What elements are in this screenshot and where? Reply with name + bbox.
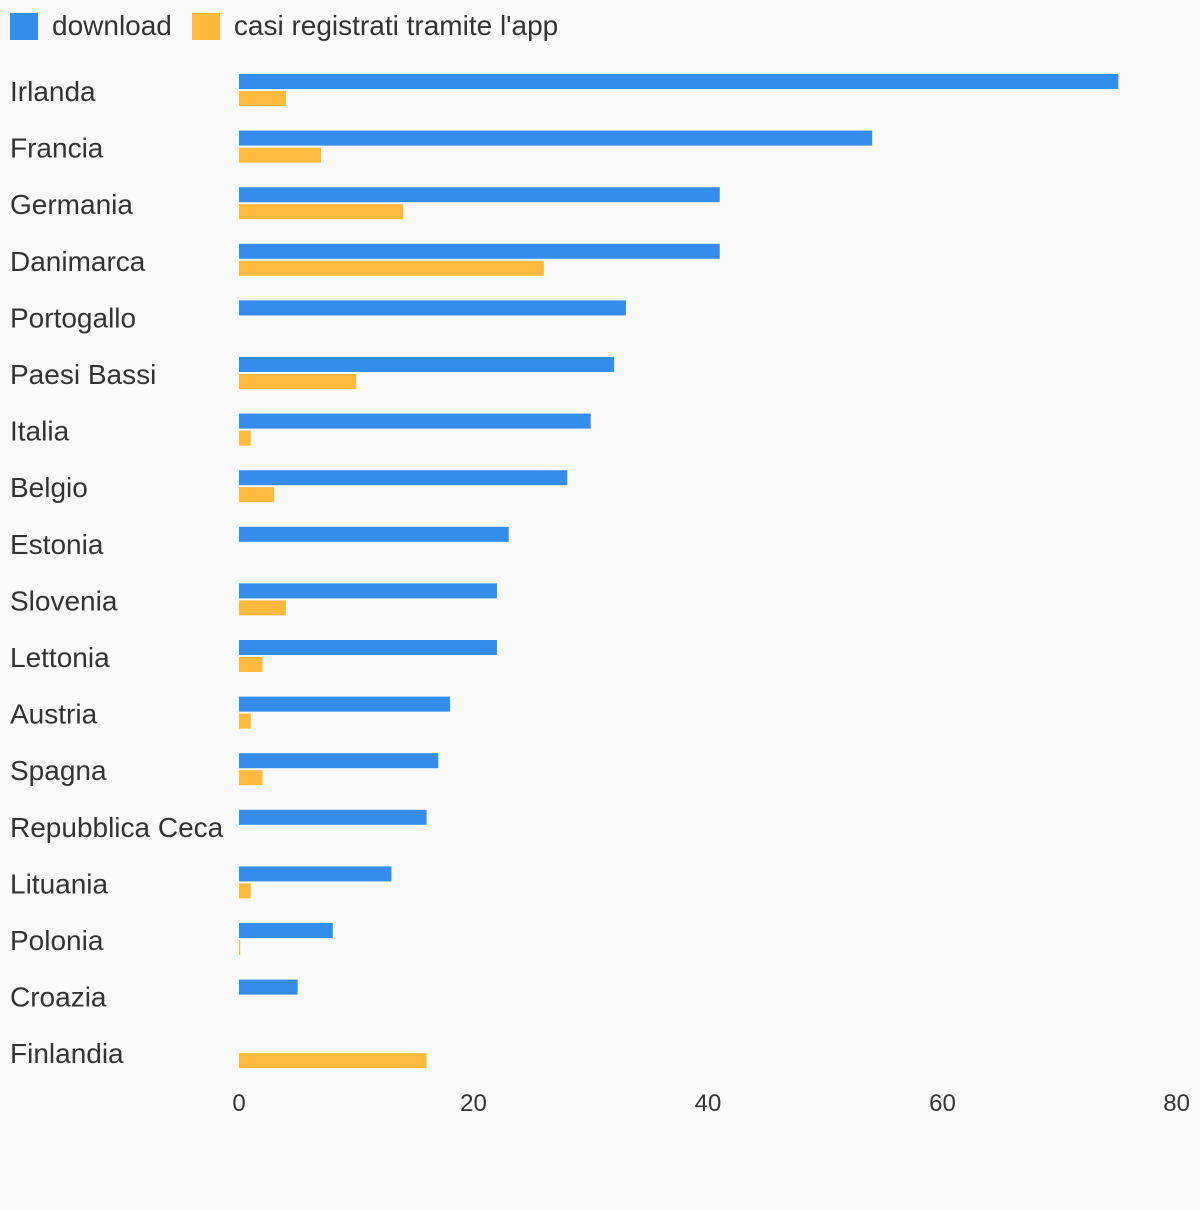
category-label-polonia: Polonia xyxy=(10,925,104,956)
bar-danimarca-casi-registrati[interactable] xyxy=(239,260,544,276)
category-label-italia: Italia xyxy=(10,416,70,447)
bar-lituania-casi-registrati[interactable] xyxy=(239,883,251,899)
category-label-paesi-bassi: Paesi Bassi xyxy=(10,359,156,390)
x-tick-label: 40 xyxy=(695,1090,722,1117)
legend-label-casi-registrati: casi registrati tramite l'app xyxy=(233,10,559,41)
category-label-estonia: Estonia xyxy=(10,529,104,560)
bar-irlanda-casi-registrati[interactable] xyxy=(239,91,286,106)
bar-belgio-download[interactable] xyxy=(239,470,568,486)
bar-francia-download[interactable] xyxy=(239,130,873,146)
bar-irlanda-download[interactable] xyxy=(239,74,1119,89)
bar-repubblica-ceca-download[interactable] xyxy=(239,809,427,825)
category-label-finlandia: Finlandia xyxy=(10,1038,124,1069)
category-label-portogallo: Portogallo xyxy=(10,302,136,333)
x-axis-ticks: 0 20 40 60 80 xyxy=(232,1090,1190,1117)
bar-spagna-download[interactable] xyxy=(239,753,439,769)
bar-austria-download[interactable] xyxy=(239,696,451,712)
bar-lettonia-download[interactable] xyxy=(239,640,497,655)
legend-item-download[interactable]: download xyxy=(10,10,172,42)
bar-germania-download[interactable] xyxy=(239,187,720,203)
category-label-spagna: Spagna xyxy=(10,755,107,786)
bars xyxy=(239,74,1119,1069)
bar-paesi-bassi-casi-registrati[interactable] xyxy=(239,374,357,389)
category-label-lettonia: Lettonia xyxy=(10,642,110,673)
category-label-repubblica-ceca: Repubblica Ceca xyxy=(10,812,224,843)
legend-swatch-casi-registrati xyxy=(191,12,220,40)
bar-slovenia-download[interactable] xyxy=(239,583,497,599)
bar-danimarca-download[interactable] xyxy=(239,243,720,259)
category-labels: Irlanda Francia Germania Danimarca Portogall… xyxy=(10,76,224,1069)
bar-austria-casi-registrati[interactable] xyxy=(239,713,251,729)
bar-italia-casi-registrati[interactable] xyxy=(239,430,251,446)
bar-estonia-download[interactable] xyxy=(239,526,509,542)
category-label-germania: Germania xyxy=(10,189,133,220)
category-label-danimarca: Danimarca xyxy=(10,246,146,277)
bar-finlandia-casi-registrati[interactable] xyxy=(239,1053,427,1069)
legend-swatch-download xyxy=(10,12,38,40)
category-label-slovenia: Slovenia xyxy=(10,585,118,616)
bar-germania-casi-registrati[interactable] xyxy=(239,204,404,220)
bar-polonia-download[interactable] xyxy=(239,923,333,938)
category-label-belgio: Belgio xyxy=(10,472,88,503)
bar-croazia-download[interactable] xyxy=(239,979,298,995)
bar-lituania-download[interactable] xyxy=(239,866,392,882)
category-label-croazia: Croazia xyxy=(10,982,107,1013)
bar-belgio-casi-registrati[interactable] xyxy=(239,487,275,503)
bar-italia-download[interactable] xyxy=(239,413,591,429)
x-tick-label: 60 xyxy=(929,1090,956,1117)
bar-spagna-casi-registrati[interactable] xyxy=(239,770,263,786)
bar-portogallo-download[interactable] xyxy=(239,300,626,316)
bar-lettonia-casi-registrati[interactable] xyxy=(239,657,263,672)
category-label-lituania: Lituania xyxy=(10,868,109,899)
category-label-austria: Austria xyxy=(10,699,98,730)
bar-paesi-bassi-download[interactable] xyxy=(239,357,615,372)
category-label-irlanda: Irlanda xyxy=(10,76,96,107)
bar-polonia-casi-registrati[interactable] xyxy=(239,940,241,955)
x-tick-label: 20 xyxy=(460,1090,487,1117)
x-tick-label: 0 xyxy=(232,1090,245,1117)
x-tick-label: 80 xyxy=(1163,1090,1190,1117)
legend-label-download: download xyxy=(52,10,172,41)
legend-item-casi-registrati[interactable]: casi registrati tramite l'app xyxy=(191,10,559,42)
bar-francia-casi-registrati[interactable] xyxy=(239,147,322,163)
chart-legend: download casi registrati tramite l'app xyxy=(10,8,578,44)
bar-slovenia-casi-registrati[interactable] xyxy=(239,600,286,616)
category-label-francia: Francia xyxy=(10,133,104,164)
